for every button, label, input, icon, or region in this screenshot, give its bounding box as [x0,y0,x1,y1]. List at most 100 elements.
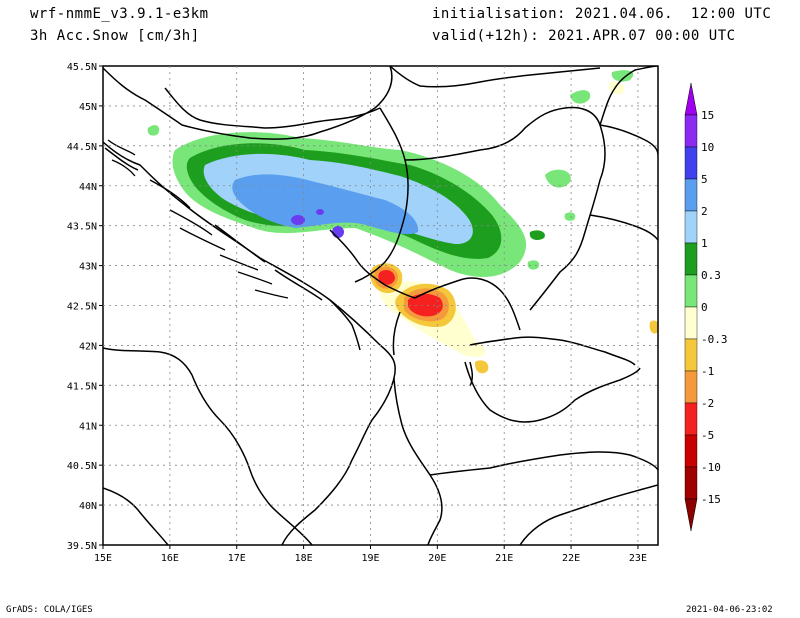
lon-tick-label: 16E [161,553,179,564]
snow-patch [147,125,160,136]
lat-tick-label: 44.5N [67,142,97,153]
colorbar-label: 2 [701,205,708,218]
border-bulgaria [589,124,658,241]
border-kosovo [414,277,521,331]
colorbar-segment [684,370,698,404]
colorbar: 15 10 5 2 1 0.3 0 -0.3 -1 -2 -5 -10 -15 [684,82,728,532]
colorbar-cap-bottom [684,498,698,532]
lon-tick-label: 18E [295,553,313,564]
lat-tick-label: 45N [79,102,97,113]
coastline [103,141,396,545]
lon-tick-label: 21E [495,553,513,564]
island [219,254,259,271]
island [111,159,136,177]
melt-area-small [469,343,485,358]
colorbar-segment [684,178,698,212]
colorbar-label: -0.3 [701,333,728,346]
border-mkd-south [464,361,641,423]
melt-area-5cm [408,293,443,317]
snow-area-5cm [232,174,419,235]
colorbar-label: 5 [701,173,708,186]
lat-tick-label: 41.5N [67,381,97,392]
snow-max-cell [332,226,344,238]
colorbar-cap-top [684,82,698,116]
border-hu [389,66,601,88]
island [179,227,226,251]
lat-tick-label: 42.5N [67,302,97,313]
lat-tick-label: 42N [79,341,97,352]
lat-tick-label: 45.5N [67,62,97,73]
colorbar-label: 15 [701,109,714,122]
snow-patch [564,212,576,221]
colorbar-segment [684,146,698,180]
lon-tick-label: 17E [228,553,246,564]
colorbar-label: 1 [701,237,708,250]
snow-patch [611,70,634,82]
border-bih-mne [329,229,416,299]
island [237,271,273,285]
lat-tick-label: 43N [79,262,97,273]
colorbar-segment [684,466,698,500]
italy-heel [103,487,169,545]
field-title: 3h Acc.Snow [cm/3h] [30,28,200,44]
snow-max-cell [291,215,305,225]
lon-tick-label: 23E [629,553,647,564]
init-time: initialisation: 2021.04.06. 12:00 UTC [432,6,772,22]
colorbar-label: -5 [701,429,714,442]
lat-tick-label: 40N [79,501,97,512]
colorbar-label: 10 [701,141,714,154]
colorbar-label: -15 [701,493,721,506]
island [254,289,289,299]
lat-tick-label: 40.5N [67,461,97,472]
model-title: wrf-nmmE_v3.9.1-e3km [30,6,209,22]
snow-max-cell [316,209,324,215]
lat-tick-label: 39.5N [67,541,97,552]
border-mkd [469,336,636,366]
border-serbia [354,107,409,283]
colorbar-segment [684,434,698,468]
croatia-coast-inner [104,147,323,301]
italy-coast [103,347,313,545]
island [169,209,213,236]
montenegro-coast [329,299,361,351]
islands [107,139,289,299]
colorbar-segment [684,402,698,436]
border-romania [599,66,658,126]
snow-patch [570,90,591,104]
valid-time: valid(+12h): 2021.APR.07 00:00 UTC [432,28,736,44]
colorbar-label: 0 [701,301,708,314]
snow-patch [529,230,545,240]
lon-tick-label: 22E [562,553,580,564]
boundaries [103,66,658,545]
lat-ticks: 45.5N 45N 44.5N 44N 43.5N 43N 42.5N 42N 41.5N 41N… [67,62,103,552]
colorbar-segment [684,306,698,340]
melt-area-small [608,81,625,95]
colorbar-segment [684,210,698,244]
colorbar-segment [684,274,698,308]
footer-timestamp: 2021-04-06-23:02 [686,605,773,615]
colorbar-segment [684,338,698,372]
border-bosnia-north [164,87,381,129]
snow-patch [545,169,571,188]
lake-ohrid [469,361,474,387]
lon-tick-label: 19E [361,553,379,564]
colorbar-segment [684,114,698,148]
lon-ticks: 15E 16E 17E 18E 19E 20E 21E 22E 23E [94,545,647,564]
island [107,139,136,156]
melt-area-5cm [378,270,395,285]
lat-tick-label: 43.5N [67,222,97,233]
lon-tick-label: 20E [428,553,446,564]
colorbar-label: -1 [701,365,714,378]
lon-tick-label: 15E [94,553,112,564]
lat-tick-label: 44N [79,182,97,193]
border-albania [392,311,443,545]
lat-tick-label: 41N [79,421,97,432]
melt-area-small [474,360,489,374]
border-greece [429,451,658,476]
snow-patch [527,260,540,270]
colorbar-segment [684,242,698,276]
colorbar-label: 0.3 [701,269,721,282]
melt-area-small [649,320,658,334]
gridlines [103,66,658,545]
